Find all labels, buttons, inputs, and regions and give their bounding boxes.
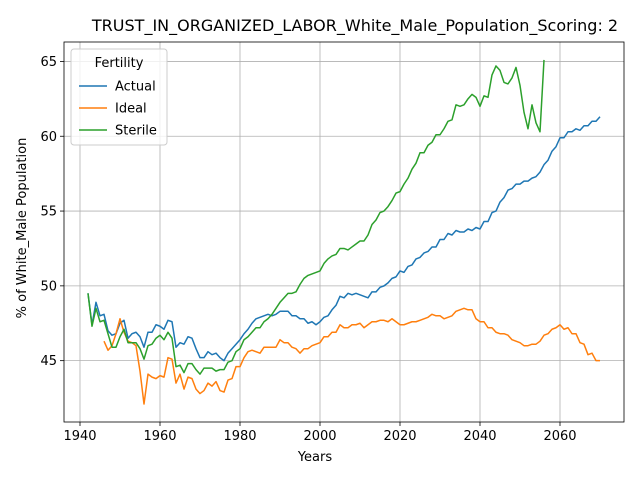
y-tick-label: 50	[40, 279, 57, 294]
x-tick-label: 2040	[463, 429, 496, 444]
x-tick-label: 2020	[383, 429, 416, 444]
chart-title: TRUST_IN_ORGANIZED_LABOR_White_Male_Popu…	[91, 16, 618, 36]
y-axis-label: % of White_Male Population	[15, 138, 30, 319]
y-tick-label: 45	[40, 354, 57, 369]
legend-box	[70, 48, 168, 146]
x-tick-label: 1980	[223, 429, 256, 444]
plot-frame	[63, 41, 625, 423]
x-tick-label: 1940	[63, 429, 96, 444]
x-tick-label: 1960	[143, 429, 176, 444]
axes: 1940 1960 1980 2000 2020 2040 2060 45 50 55 60 65	[40, 41, 625, 444]
series-lines	[87, 59, 601, 405]
x-tick-label: 2000	[303, 429, 336, 444]
legend-label-actual: Actual	[115, 80, 156, 95]
series-line-actual	[87, 116, 601, 362]
legend-title: Fertility	[95, 56, 144, 71]
series-line-ideal	[103, 307, 600, 405]
y-tick-label: 60	[40, 130, 57, 145]
x-axis-label: Years	[297, 450, 333, 465]
legend: Fertility Actual Ideal Sterile	[70, 48, 168, 146]
y-tick-label: 55	[40, 205, 57, 220]
x-tick-label: 2060	[543, 429, 576, 444]
y-tick-label: 65	[40, 55, 57, 70]
legend-label-ideal: Ideal	[115, 102, 147, 117]
legend-label-sterile: Sterile	[115, 124, 157, 139]
series-line-sterile	[87, 59, 545, 375]
